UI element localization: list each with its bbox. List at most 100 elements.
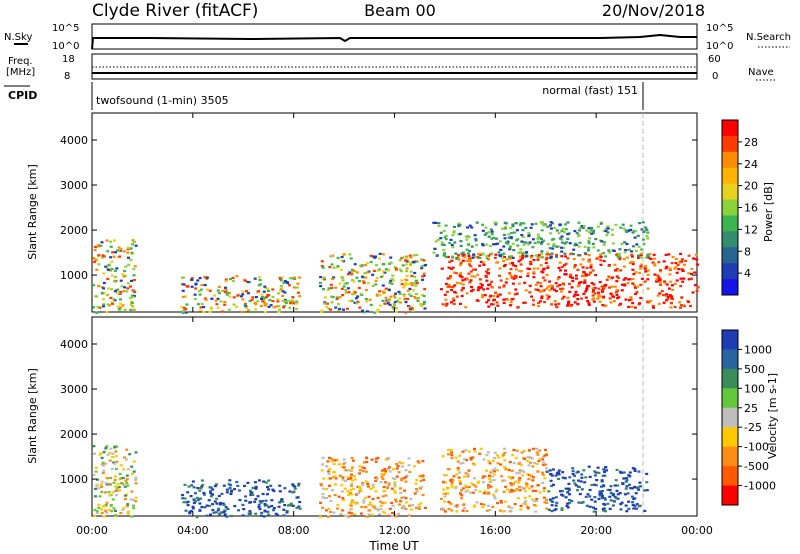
power-echo-cell xyxy=(498,240,502,243)
power-echo-cell xyxy=(580,225,584,228)
velocity-echo-cell xyxy=(228,479,232,482)
power-echo-cell xyxy=(342,308,345,311)
velocity-echo-cell xyxy=(543,501,547,504)
velocity-echo-cell xyxy=(207,504,211,507)
velocity-echo-cell xyxy=(381,495,385,498)
power-echo-cell xyxy=(637,256,640,259)
power-echo-cell xyxy=(509,245,512,248)
power-colorbar-segment xyxy=(722,135,738,153)
power-echo-cell xyxy=(353,301,357,304)
power-echo-cell xyxy=(540,297,544,300)
velocity-echo-cell xyxy=(518,461,522,464)
velocity-echo-cell xyxy=(613,484,617,487)
power-echo-cell xyxy=(594,274,598,277)
velocity-echo-cell xyxy=(447,500,451,503)
velocity-echo-cell xyxy=(353,513,357,516)
power-echo-cell xyxy=(633,236,637,239)
velocity-echo-cell xyxy=(559,490,562,493)
velocity-echo-cell xyxy=(391,512,394,515)
power-echo-cell xyxy=(444,234,448,237)
power-echo-cell xyxy=(129,285,132,288)
power-echo-cell xyxy=(604,304,608,307)
power-echo-cell xyxy=(334,306,338,309)
power-echo-cell xyxy=(225,293,229,296)
velocity-echo-cell xyxy=(491,505,495,508)
power-echo-cell xyxy=(93,260,97,264)
power-echo-cell xyxy=(394,300,398,303)
power-echo-cell xyxy=(636,285,639,288)
velocity-echo-cell xyxy=(527,478,531,481)
velocity-echo-cell xyxy=(348,491,352,494)
velocity-echo-cell xyxy=(344,469,348,472)
power-echo-cell xyxy=(630,255,634,258)
nsky-tick-bottom: 10^0 xyxy=(52,41,79,52)
power-echo-cell xyxy=(656,294,660,297)
velocity-echo-cell xyxy=(330,460,334,463)
power-echo-cell xyxy=(620,283,624,286)
velocity-echo-cell xyxy=(99,452,103,455)
power-echo-cell xyxy=(613,285,617,288)
power-echo-cell xyxy=(679,306,682,309)
velocity-echo-cell xyxy=(259,501,263,504)
power-echo-cell xyxy=(362,281,366,284)
velocity-echo-cell xyxy=(504,485,508,488)
velocity-echo-cell xyxy=(563,477,567,480)
power-echo-cell xyxy=(459,263,463,267)
velocity-echo-cell xyxy=(402,507,406,510)
power-echo-cell xyxy=(410,284,414,287)
power-echo-cell xyxy=(572,244,576,247)
velocity-echo-cell xyxy=(381,501,385,505)
power-echo-cell xyxy=(393,303,397,307)
power-echo-cell xyxy=(542,239,546,242)
power-echo-cell xyxy=(619,226,623,229)
velocity-echo-cell xyxy=(203,506,207,509)
power-echo-cell xyxy=(530,254,534,258)
power-echo-cell xyxy=(440,243,444,246)
velocity-echo-cell xyxy=(251,493,255,496)
power-echo-cell xyxy=(502,298,506,301)
power-echo-cell xyxy=(487,231,491,234)
velocity-echo-cell xyxy=(379,500,383,503)
power-echo-cell xyxy=(531,246,535,249)
velocity-echo-cell xyxy=(608,488,612,492)
power-echo-cell xyxy=(570,286,574,289)
power-echo-cell xyxy=(378,304,382,307)
power-echo-cell xyxy=(394,267,398,270)
velocity-echo-cell xyxy=(241,514,245,517)
velocity-echo-cell xyxy=(183,497,187,500)
velocity-echo-cell xyxy=(450,454,454,457)
power-echo-cell xyxy=(123,308,127,311)
power-echo-cell xyxy=(131,295,135,298)
power-echo-cell xyxy=(102,281,106,285)
power-echo-cell xyxy=(467,252,470,255)
power-echo-cell xyxy=(451,286,455,289)
power-echo-cell xyxy=(113,280,117,283)
velocity-echo-cell xyxy=(577,479,580,482)
power-echo-cell xyxy=(119,302,123,305)
velocity-echo-cell xyxy=(489,479,493,482)
velocity-echo-cell xyxy=(600,496,604,499)
power-echo-cell xyxy=(407,283,411,286)
velocity-echo-cell xyxy=(344,479,347,482)
power-echo-cell xyxy=(481,223,485,226)
power-echo-cell xyxy=(588,237,592,240)
power-echo-cell xyxy=(639,256,643,259)
power-echo-cell xyxy=(521,235,525,239)
power-echo-cell xyxy=(405,258,409,261)
velocity-echo-cell xyxy=(458,471,461,474)
power-echo-cell xyxy=(524,226,528,229)
velocity-echo-cell xyxy=(567,489,571,492)
time-xtick-label: 12:00 xyxy=(379,524,411,537)
power-echo-cell xyxy=(534,288,538,291)
power-echo-cell xyxy=(272,306,276,309)
power-echo-cell xyxy=(216,297,220,300)
velocity-echo-cell xyxy=(338,474,342,477)
power-echo-cell xyxy=(450,301,453,304)
velocity-echo-cell xyxy=(100,456,104,459)
velocity-echo-cell xyxy=(486,451,490,454)
velocity-echo-cell xyxy=(276,514,280,517)
power-echo-cell xyxy=(381,270,385,273)
velocity-echo-cell xyxy=(266,493,269,496)
power-echo-cell xyxy=(381,253,385,256)
power-echo-cell xyxy=(504,225,508,229)
